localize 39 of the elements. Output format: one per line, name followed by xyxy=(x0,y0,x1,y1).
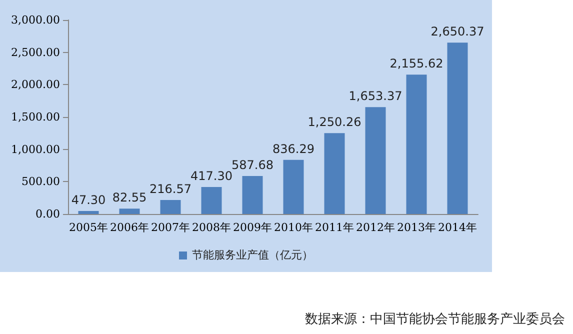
data-label: 1,653.37 xyxy=(348,89,402,104)
bar xyxy=(406,74,427,214)
data-label: 216.57 xyxy=(150,182,192,196)
x-tick-label: 2014年 xyxy=(438,221,477,234)
bar xyxy=(119,208,140,214)
bar xyxy=(201,187,222,214)
y-tick-label: 2,000.00 xyxy=(11,78,60,92)
y-tick-label: 2,500.00 xyxy=(11,46,60,59)
y-tick-label: 1,500.00 xyxy=(11,110,60,124)
y-tick-label: 1,000.00 xyxy=(11,142,60,156)
bar xyxy=(78,210,99,214)
bar xyxy=(324,133,345,214)
x-tick-label: 2009年 xyxy=(233,221,272,234)
source-note: 数据来源：中国节能协会节能服务产业委员会 xyxy=(305,311,565,328)
y-tick-label: 500.00 xyxy=(22,175,60,188)
bar xyxy=(242,176,263,214)
y-tick-label: 0.00 xyxy=(36,208,60,220)
x-tick-label: 2006年 xyxy=(110,221,149,234)
bar xyxy=(447,42,468,214)
data-label: 417.30 xyxy=(190,169,232,184)
x-tick-label: 2010年 xyxy=(274,221,313,234)
data-label: 836.29 xyxy=(272,142,314,156)
data-label: 1,250.26 xyxy=(308,115,362,130)
bar xyxy=(160,200,181,214)
data-label: 82.55 xyxy=(112,190,147,205)
bar xyxy=(365,107,386,214)
x-tick-label: 2005年 xyxy=(69,221,108,234)
data-label: 47.30 xyxy=(71,192,106,207)
data-label: 2,650.37 xyxy=(430,24,484,39)
data-label: 2,155.62 xyxy=(390,56,444,71)
x-tick-label: 2012年 xyxy=(356,221,395,234)
x-tick-label: 2011年 xyxy=(315,221,354,234)
bar xyxy=(283,160,304,214)
y-tick-label: 3,000.00 xyxy=(11,14,60,26)
x-tick-label: 2007年 xyxy=(151,221,190,234)
data-label: 587.68 xyxy=(232,158,274,172)
legend-label: 节能服务业产值（亿元） xyxy=(192,248,313,262)
x-tick-label: 2008年 xyxy=(192,221,231,234)
x-tick-label: 2013年 xyxy=(397,221,436,234)
